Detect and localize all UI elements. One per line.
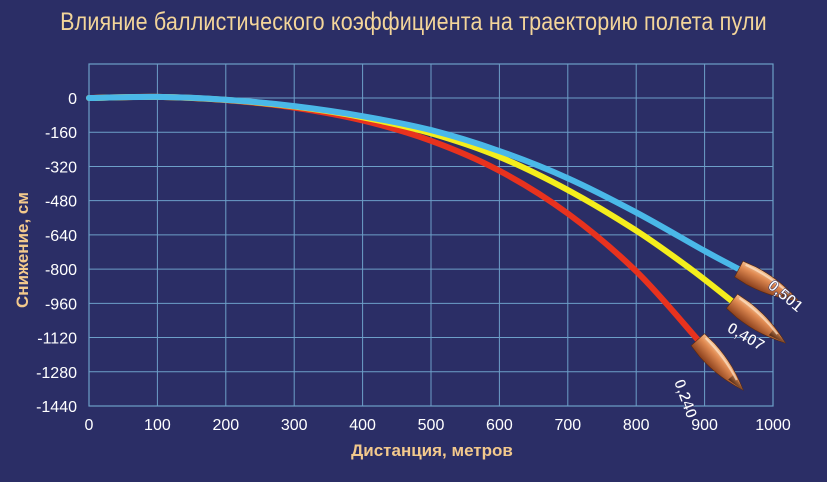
y-tick-label: -160 xyxy=(45,125,77,142)
y-axis-label: Снижение, см xyxy=(13,192,32,308)
series-lines xyxy=(86,93,742,343)
x-axis-label: Дистанция, метров xyxy=(351,441,513,460)
y-tick-label: -1120 xyxy=(37,331,77,348)
x-tick-label: 700 xyxy=(554,417,581,434)
bullet-icon xyxy=(726,293,787,344)
series-line xyxy=(86,93,742,273)
chart-title: Влияние баллистического коэффициента на … xyxy=(60,8,767,36)
x-tick-label: 400 xyxy=(349,417,376,434)
y-tick-label: 0 xyxy=(68,91,77,108)
y-tick-label: -640 xyxy=(45,228,77,245)
y-tick-label: -480 xyxy=(45,194,77,211)
y-tick-label: -320 xyxy=(45,159,77,176)
x-tick-label: 800 xyxy=(623,417,650,434)
x-tick-label: 300 xyxy=(281,417,308,434)
y-tick-label: -960 xyxy=(45,296,77,313)
x-tick-label: 200 xyxy=(212,417,239,434)
x-tick-label: 0 xyxy=(85,417,94,434)
bullet-markers xyxy=(690,260,800,391)
x-tick-label: 500 xyxy=(418,417,445,434)
x-tick-label: 100 xyxy=(144,417,171,434)
bullet-icon xyxy=(734,260,800,302)
x-tick-label: 1000 xyxy=(755,417,791,434)
bullet-icon xyxy=(690,333,744,391)
x-tick-label: 600 xyxy=(486,417,513,434)
tick-labels: 0 100 200 300 400 500 600 700 800 900 1000 0 -160 -32… xyxy=(36,91,791,434)
y-tick-label: -800 xyxy=(45,262,77,279)
y-tick-label: -1440 xyxy=(36,399,77,416)
x-tick-label: 900 xyxy=(691,417,718,434)
y-tick-label: -1280 xyxy=(36,365,77,382)
